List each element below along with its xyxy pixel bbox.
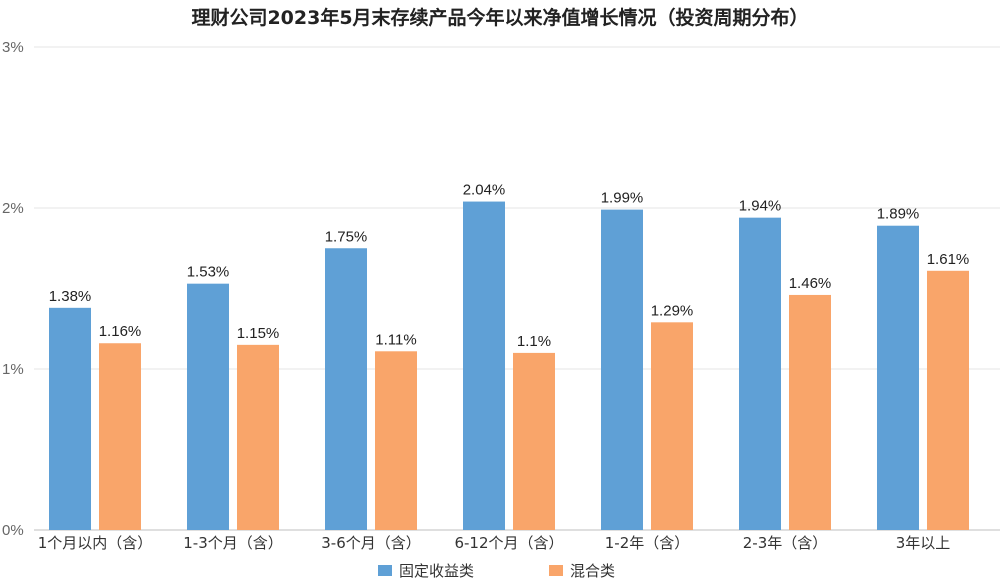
bar-fixed-income-5 [739,217,781,530]
data-label: 1.75% [325,228,368,245]
bars [49,201,969,531]
data-label: 1.16% [99,323,142,340]
x-category-label: 1个月以内（含） [38,534,153,552]
data-labels: 1.38% 1.16% 1.53% 1.15% 1.75% 1.11% 2.04% 1.1% 1… [49,182,970,350]
data-label: 1.1% [517,333,551,350]
bar-mixed-6 [927,270,969,530]
data-label: 1.94% [739,198,782,215]
legend-label: 固定收益类 [399,562,474,580]
y-tick-label: 3% [2,39,24,56]
data-label: 1.29% [651,302,694,319]
data-label: 2.04% [463,182,506,199]
x-category-label: 1-3个月（含） [183,534,283,552]
y-tick-label: 2% [2,200,24,217]
bar-mixed-1 [237,344,279,530]
chart-title: 理财公司2023年5月末存续产品今年以来净值增长情况（投资周期分布） [191,6,808,29]
x-category-label: 2-3年（含） [743,534,828,552]
legend-swatch [378,565,392,576]
x-axis: 1个月以内（含） 1-3个月（含） 3-6个月（含） 6-12个月（含） 1-2年（含）… [38,534,951,552]
data-label: 1.38% [49,288,92,305]
legend-item-fixed-income[interactable]: 固定收益类 [378,562,474,580]
x-category-label: 3-6个月（含） [321,534,421,552]
x-category-label: 6-12个月（含） [454,534,563,552]
bar-fixed-income-0 [49,307,91,530]
legend-swatch [549,565,563,576]
bar-fixed-income-2 [325,248,367,530]
y-tick-label: 0% [2,522,24,539]
legend-item-mixed[interactable]: 混合类 [549,562,615,580]
data-label: 1.99% [601,190,644,207]
bar-mixed-4 [651,322,693,530]
bar-mixed-3 [513,352,555,530]
bar-mixed-0 [99,343,141,530]
bar-fixed-income-4 [601,209,643,531]
data-label: 1.61% [927,251,970,268]
data-label: 1.89% [877,206,920,223]
bar-mixed-5 [789,294,831,530]
bar-fixed-income-3 [463,201,505,530]
x-category-label: 3年以上 [896,534,951,552]
y-axis: 0% 1% 2% 3% [2,39,24,539]
bar-fixed-income-6 [877,225,919,530]
data-label: 1.11% [375,331,416,348]
legend: 固定收益类 混合类 [378,562,615,580]
bar-fixed-income-1 [187,283,229,530]
bar-mixed-2 [375,351,417,530]
data-label: 1.46% [789,275,832,292]
data-label: 1.15% [237,325,280,342]
data-label: 1.53% [187,264,230,281]
y-tick-label: 1% [2,361,24,378]
x-category-label: 1-2年（含） [605,534,690,552]
legend-label: 混合类 [570,562,615,580]
